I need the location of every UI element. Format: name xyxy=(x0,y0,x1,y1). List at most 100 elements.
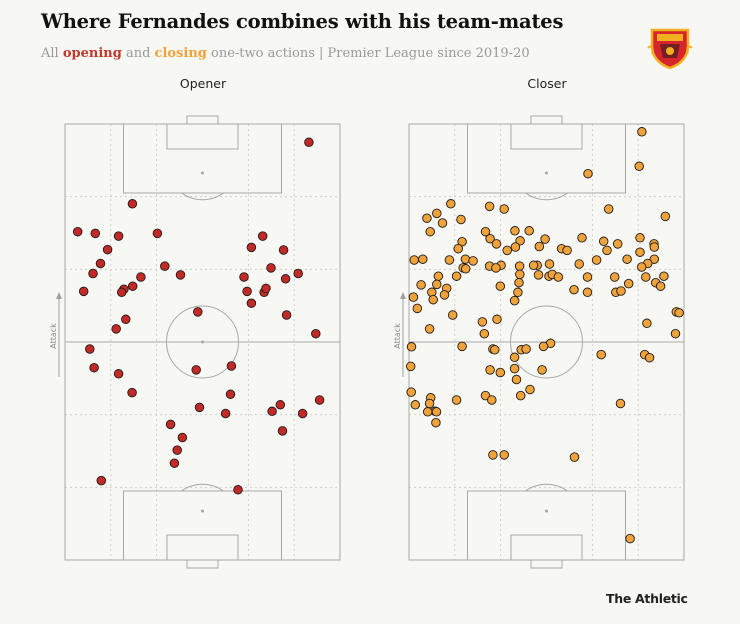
scatter-point xyxy=(515,390,526,401)
scatter-point xyxy=(444,255,455,265)
scatter-point xyxy=(410,400,421,410)
scatter-point xyxy=(479,328,490,339)
scatter-point xyxy=(612,239,623,249)
attack-arrow-head-icon xyxy=(400,292,406,299)
scatter-point xyxy=(127,199,138,209)
scatter-point xyxy=(406,342,417,352)
scatter-point xyxy=(72,226,83,237)
scatter-point xyxy=(169,458,180,468)
scatter-point xyxy=(428,294,438,305)
scatter-point xyxy=(659,271,669,281)
scatter-point xyxy=(602,245,612,256)
scatter-point xyxy=(635,247,645,257)
scatter-point xyxy=(102,244,113,255)
scatter-point xyxy=(239,272,249,282)
scatter-point xyxy=(95,258,106,269)
scatter-point xyxy=(412,303,423,314)
scatter-point xyxy=(226,361,237,371)
scatter-point xyxy=(490,345,500,355)
scatter-point xyxy=(491,263,501,273)
scatter-point xyxy=(509,363,520,374)
scatter-point xyxy=(191,365,201,375)
scatter-point xyxy=(152,228,163,239)
scatter-point xyxy=(408,292,419,302)
scatter-point xyxy=(409,255,419,265)
penalty-area-top xyxy=(123,123,282,194)
opener-panel-label: Opener xyxy=(179,76,227,91)
goal-bottom xyxy=(530,559,563,569)
scatter-point xyxy=(304,137,314,148)
chart-subtitle: All opening and closing one-two actions … xyxy=(41,46,530,61)
scatter-point xyxy=(615,398,626,409)
scatter-point xyxy=(521,344,531,354)
scatter-point xyxy=(425,226,435,237)
scatter-point xyxy=(111,324,121,334)
scatter-point xyxy=(90,228,101,239)
scatter-point xyxy=(577,233,587,243)
scatter-point xyxy=(499,450,509,460)
scatter-point xyxy=(616,286,626,296)
scatter-point xyxy=(242,286,252,297)
scatter-point xyxy=(674,308,684,318)
scatter-point xyxy=(540,234,550,244)
scatter-point xyxy=(460,254,471,264)
penalty-arc-top xyxy=(181,192,224,201)
scatter-point xyxy=(127,281,138,291)
penalty-area-bottom xyxy=(467,490,626,561)
chart-title: Where Fernandes combines with his team-m… xyxy=(41,10,564,33)
scatter-point xyxy=(514,277,524,288)
the-athletic-logo: The Athletic xyxy=(606,591,688,606)
scatter-point xyxy=(85,344,95,354)
scatter-point xyxy=(424,324,435,334)
six-yard-box-top xyxy=(510,123,583,150)
centre-circle xyxy=(166,305,239,379)
penalty-spot-bottom xyxy=(201,509,204,513)
scatter-point xyxy=(603,204,614,214)
scatter-point xyxy=(515,236,525,246)
scatter-point xyxy=(193,307,203,317)
scatter-point xyxy=(257,231,268,241)
scatter-point xyxy=(418,254,428,264)
scatter-point xyxy=(246,242,257,253)
scatter-point xyxy=(623,278,634,289)
centre-spot xyxy=(201,340,204,344)
scatter-point xyxy=(422,407,433,417)
scatter-point xyxy=(509,352,520,363)
subtitle-suffix: one-two actions | Premier League since 2… xyxy=(206,46,530,61)
scatter-point xyxy=(670,328,681,339)
scatter-point xyxy=(433,271,444,281)
subtitle-opening-highlight: opening xyxy=(62,46,122,61)
subtitle-and: and xyxy=(121,46,155,61)
scatter-point xyxy=(636,262,647,272)
scatter-point xyxy=(437,218,448,228)
scatter-point xyxy=(495,367,506,378)
scatter-point xyxy=(281,310,292,320)
scatter-point xyxy=(582,287,593,298)
scatter-point xyxy=(468,256,478,266)
scatter-point xyxy=(88,268,98,279)
centre-circle xyxy=(510,305,583,379)
scatter-point xyxy=(487,395,497,405)
scatter-point xyxy=(78,286,89,297)
scatter-point xyxy=(424,398,435,409)
scatter-point xyxy=(553,272,564,282)
scatter-point xyxy=(261,283,271,294)
scatter-point xyxy=(491,239,502,249)
scatter-point xyxy=(660,211,671,222)
subtitle-prefix: All xyxy=(41,46,63,61)
scatter-point xyxy=(246,298,257,308)
penalty-arc-top xyxy=(525,192,568,201)
goal-bottom xyxy=(186,559,219,569)
penalty-area-top xyxy=(467,123,626,194)
scatter-point xyxy=(113,369,124,379)
penalty-arc-bottom xyxy=(181,483,224,492)
scatter-point xyxy=(451,395,462,405)
pitch-markings xyxy=(64,115,341,569)
scatter-point xyxy=(582,272,593,282)
scatter-point xyxy=(439,290,450,300)
scatter-point xyxy=(485,233,495,244)
scatter-point xyxy=(635,233,645,243)
scatter-point xyxy=(574,259,584,269)
scatter-point xyxy=(538,341,549,352)
scatter-point xyxy=(637,127,647,137)
